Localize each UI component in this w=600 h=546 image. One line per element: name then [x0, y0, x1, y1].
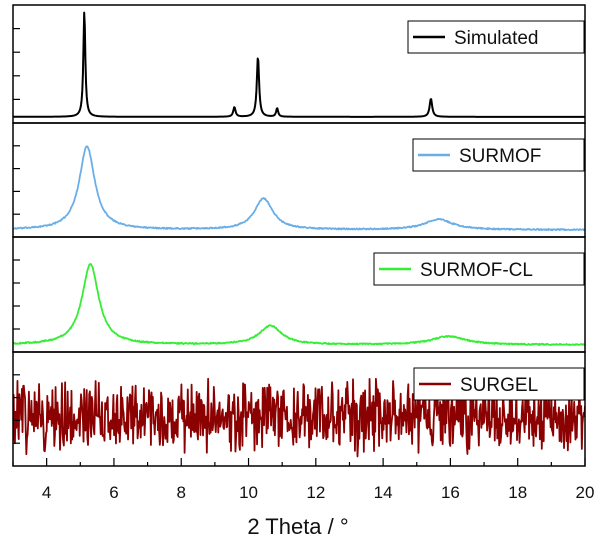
- series-line-surmof-cl: [13, 262, 585, 346]
- legend-simulated: Simulated: [407, 20, 585, 54]
- legend-label: SURMOF: [459, 146, 541, 167]
- panel-2: SURMOF-CL: [12, 236, 586, 353]
- x-tick-label: 12: [306, 483, 325, 502]
- legend-surmof-cl: SURMOF-CL: [373, 252, 585, 286]
- legend-box: [412, 138, 585, 172]
- panel-0: Simulated: [12, 4, 586, 124]
- x-tick-label: 14: [374, 483, 393, 502]
- series-line-surgel: [13, 377, 585, 458]
- chart-panels: Simulated SURMOF SURMOF-CL SURGEL: [12, 4, 586, 467]
- x-tick-label: 4: [42, 483, 51, 502]
- legend-surgel: SURGEL: [413, 367, 585, 401]
- legend-label: SURGEL: [460, 375, 538, 396]
- x-tick-label: 10: [239, 483, 258, 502]
- x-axis: 4 6 8 10 12 14 16 18 20: [12, 458, 595, 502]
- x-tick-label: 18: [508, 483, 527, 502]
- x-tick-label: 20: [576, 483, 595, 502]
- panel-frame: [12, 351, 586, 467]
- x-tick-label: 6: [109, 483, 118, 502]
- series-line-simulated: [13, 11, 585, 118]
- x-tick-label: 16: [441, 483, 460, 502]
- x-axis-title: 2 Theta / °: [247, 514, 348, 539]
- panel-1: SURMOF: [12, 122, 586, 238]
- panel-3: SURGEL: [12, 351, 586, 467]
- x-tick-label: 8: [177, 483, 186, 502]
- legend-surmof: SURMOF: [412, 138, 585, 172]
- legend-label: SURMOF-CL: [420, 260, 533, 281]
- legend-label: Simulated: [454, 28, 539, 49]
- series-line-surmof: [13, 145, 585, 232]
